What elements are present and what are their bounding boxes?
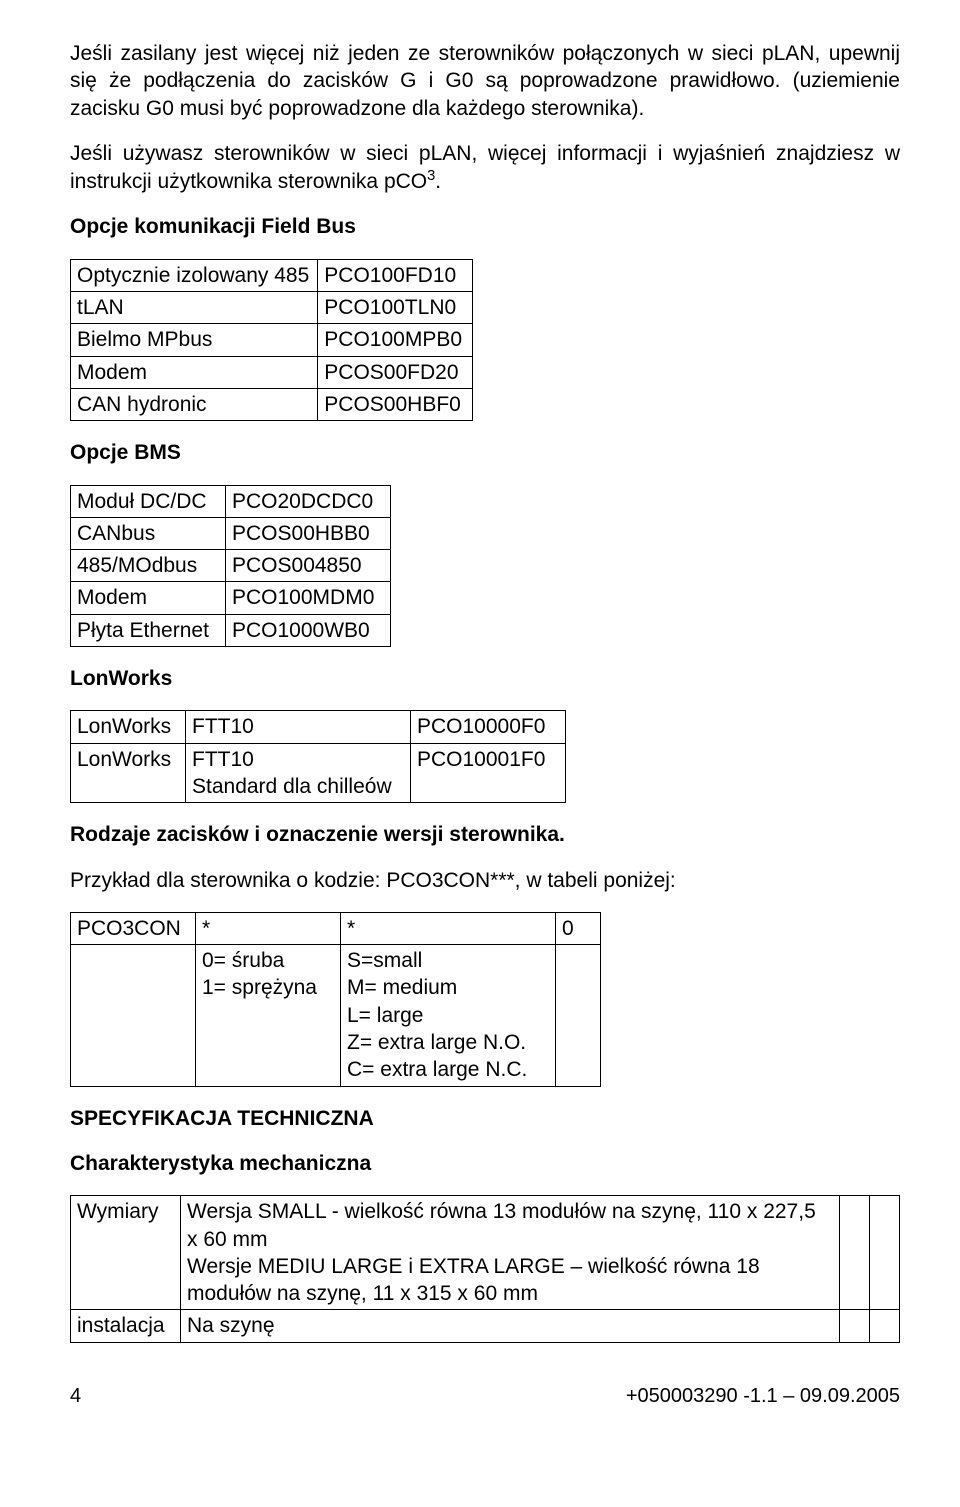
table-row: CAN hydronicPCOS00HBF0	[71, 388, 473, 420]
heading-char: Charakterystyka mechaniczna	[70, 1150, 900, 1177]
table-row: 0= śruba 1= sprężyna S=small M= medium L…	[71, 945, 601, 1086]
heading-bms: Opcje BMS	[70, 439, 900, 466]
table-bms: Moduł DC/DCPCO20DCDC0 CANbusPCOS00HBB0 4…	[70, 485, 391, 647]
table-row: Wymiary Wersja SMALL - wielkość równa 13…	[71, 1196, 900, 1310]
table-pco3con: PCO3CON * * 0 0= śruba 1= sprężyna S=sma…	[70, 912, 601, 1087]
heading-lonworks: LonWorks	[70, 665, 900, 692]
table-row: Optycznie izolowany 485PCO100FD10	[71, 259, 473, 291]
table-row: tLANPCO100TLN0	[71, 292, 473, 324]
table-mechanical: Wymiary Wersja SMALL - wielkość równa 13…	[70, 1195, 900, 1342]
table-row: instalacja Na szynę	[71, 1310, 900, 1342]
table-row: Bielmo MPbusPCO100MPB0	[71, 324, 473, 356]
table-row: PCO3CON * * 0	[71, 912, 601, 944]
heading-rodzaje: Rodzaje zacisków i oznaczenie wersji ste…	[70, 821, 900, 848]
table-row: ModemPCOS00FD20	[71, 356, 473, 388]
table-row: ModemPCO100MDM0	[71, 582, 391, 614]
heading-spec: SPECYFIKACJA TECHNICZNA	[70, 1105, 900, 1132]
table-row: Płyta EthernetPCO1000WB0	[71, 614, 391, 646]
table-row: LonWorksFTT10 Standard dla chilleówPCO10…	[71, 743, 566, 803]
paragraph-1: Jeśli zasilany jest więcej niż jeden ze …	[70, 40, 900, 122]
table-row: LonWorksFTT10PCO10000F0	[71, 711, 566, 743]
doc-id: +050003290 -1.1 – 09.09.2005	[626, 1383, 900, 1409]
paragraph-2: Jeśli używasz sterowników w sieci pLAN, …	[70, 140, 900, 196]
heading-fieldbus: Opcje komunikacji Field Bus	[70, 213, 900, 240]
table-row: 485/MOdbusPCOS004850	[71, 550, 391, 582]
page-number: 4	[70, 1383, 81, 1409]
table-row: CANbusPCOS00HBB0	[71, 517, 391, 549]
paragraph-2-end: .	[435, 170, 441, 193]
paragraph-przyklad: Przykład dla sterownika o kodzie: PCO3CO…	[70, 867, 900, 894]
table-fieldbus: Optycznie izolowany 485PCO100FD10 tLANPC…	[70, 259, 473, 421]
table-lonworks: LonWorksFTT10PCO10000F0 LonWorksFTT10 St…	[70, 710, 566, 803]
paragraph-2-text: Jeśli używasz sterowników w sieci pLAN, …	[70, 142, 900, 193]
table-row: Moduł DC/DCPCO20DCDC0	[71, 485, 391, 517]
page-footer: 4 +050003290 -1.1 – 09.09.2005	[70, 1383, 900, 1409]
